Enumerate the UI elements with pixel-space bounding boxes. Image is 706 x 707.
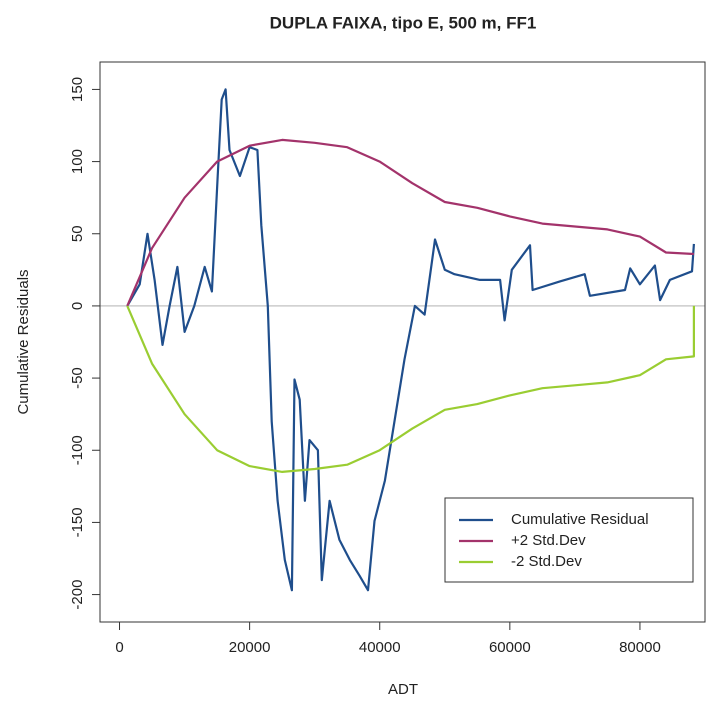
chart-title: DUPLA FAIXA, tipo E, 500 m, FF1 xyxy=(270,13,537,32)
y-tick-label: -100 xyxy=(69,435,86,465)
legend: Cumulative Residual +2 Std.Dev -2 Std.Dev xyxy=(444,497,694,583)
x-tick-label: 0 xyxy=(115,639,123,656)
legend-label: Cumulative Residual xyxy=(511,511,649,528)
x-tick-label: 40000 xyxy=(359,639,401,656)
y-tick-label: -200 xyxy=(69,580,86,610)
y-tick-label: 0 xyxy=(69,302,86,310)
y-tick-label: 50 xyxy=(69,225,86,242)
y-axis-label: Cumulative Residuals xyxy=(15,269,32,414)
series-line xyxy=(126,138,694,307)
plot-frame xyxy=(99,61,706,623)
legend-label: +2 Std.Dev xyxy=(511,532,586,549)
y-tick-label: -150 xyxy=(69,507,86,537)
legend-label: -2 Std.Dev xyxy=(511,553,582,570)
y-tick-label: -50 xyxy=(69,367,86,389)
x-tick-label: 60000 xyxy=(489,639,531,656)
series-line xyxy=(126,305,696,473)
x-tick-label: 20000 xyxy=(229,639,271,656)
series-line xyxy=(126,88,695,592)
y-tick-label: 100 xyxy=(69,149,86,174)
x-axis-label: ADT xyxy=(388,681,418,698)
y-tick-label: 150 xyxy=(69,77,86,102)
x-tick-label: 80000 xyxy=(619,639,661,656)
